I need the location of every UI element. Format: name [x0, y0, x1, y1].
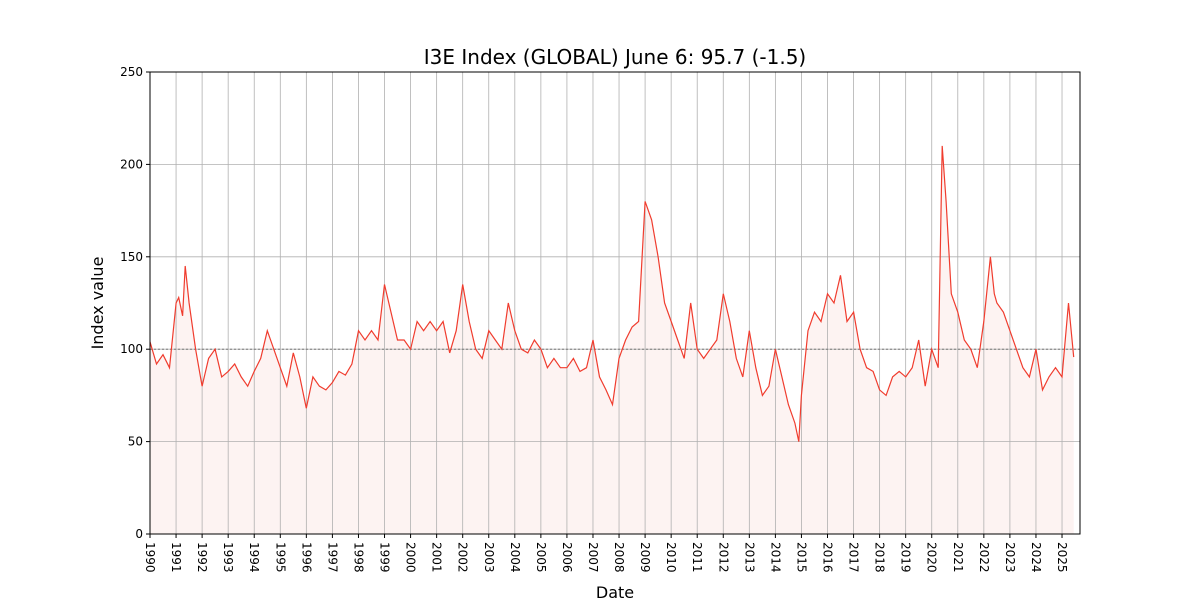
x-tick-label: 2025 [1055, 542, 1069, 573]
x-tick-label: 2005 [534, 542, 548, 573]
x-tick-label: 2021 [951, 542, 965, 573]
x-tick-label: 1998 [351, 542, 365, 573]
x-tick-label: 2017 [847, 542, 861, 573]
x-tick-label: 2018 [873, 542, 887, 573]
x-tick-label: 1993 [221, 542, 235, 573]
y-tick-label: 200 [120, 157, 143, 171]
x-tick-label: 1992 [195, 542, 209, 573]
x-tick-label: 2002 [456, 542, 470, 573]
x-tick-label: 2008 [612, 542, 626, 573]
x-tick-label: 2014 [768, 542, 782, 573]
x-tick-label: 2020 [925, 542, 939, 573]
x-tick-label: 1994 [247, 542, 261, 573]
chart-title: I3E Index (GLOBAL) June 6: 95.7 (-1.5) [424, 45, 806, 69]
x-tick-label: 2012 [716, 542, 730, 573]
x-tick-label: 2016 [821, 542, 835, 573]
x-tick-label: 2023 [1003, 542, 1017, 573]
x-tick-label: 2003 [482, 542, 496, 573]
y-tick-label: 100 [120, 342, 143, 356]
x-tick-label: 1990 [143, 542, 157, 573]
area [150, 145, 1074, 534]
x-tick-label: 1995 [273, 542, 287, 573]
x-tick-label: 2001 [430, 542, 444, 573]
x-tick-label: 2004 [508, 542, 522, 573]
x-tick-label: 2006 [560, 542, 574, 573]
x-tick-label: 2009 [638, 542, 652, 573]
x-tick-label: 1996 [299, 542, 313, 573]
y-axis-label: Index value [88, 257, 107, 350]
x-tick-label: 2024 [1029, 542, 1043, 573]
line [149, 145, 1075, 442]
x-tick-label: 1997 [325, 542, 339, 573]
x-tick-label: 2011 [690, 542, 704, 573]
x-tick-label: 2000 [404, 542, 418, 573]
plot-frame [149, 71, 1081, 535]
y-tick-label: 0 [135, 527, 143, 541]
y-tick-label: 150 [120, 250, 143, 264]
x-tick-label: 2010 [664, 542, 678, 573]
x-tick-label: 2013 [742, 542, 756, 573]
x-tick-label: 2022 [977, 542, 991, 573]
x-tick-label: 2019 [899, 542, 913, 573]
y-tick-label: 50 [128, 435, 143, 449]
x-tick-label: 1991 [169, 542, 183, 573]
x-axis-label: Date [596, 583, 634, 600]
x-tick-label: 1999 [378, 542, 392, 573]
x-tick-label: 2007 [586, 542, 600, 573]
x-tick-label: 2015 [794, 542, 808, 573]
y-tick-label: 250 [120, 65, 143, 79]
